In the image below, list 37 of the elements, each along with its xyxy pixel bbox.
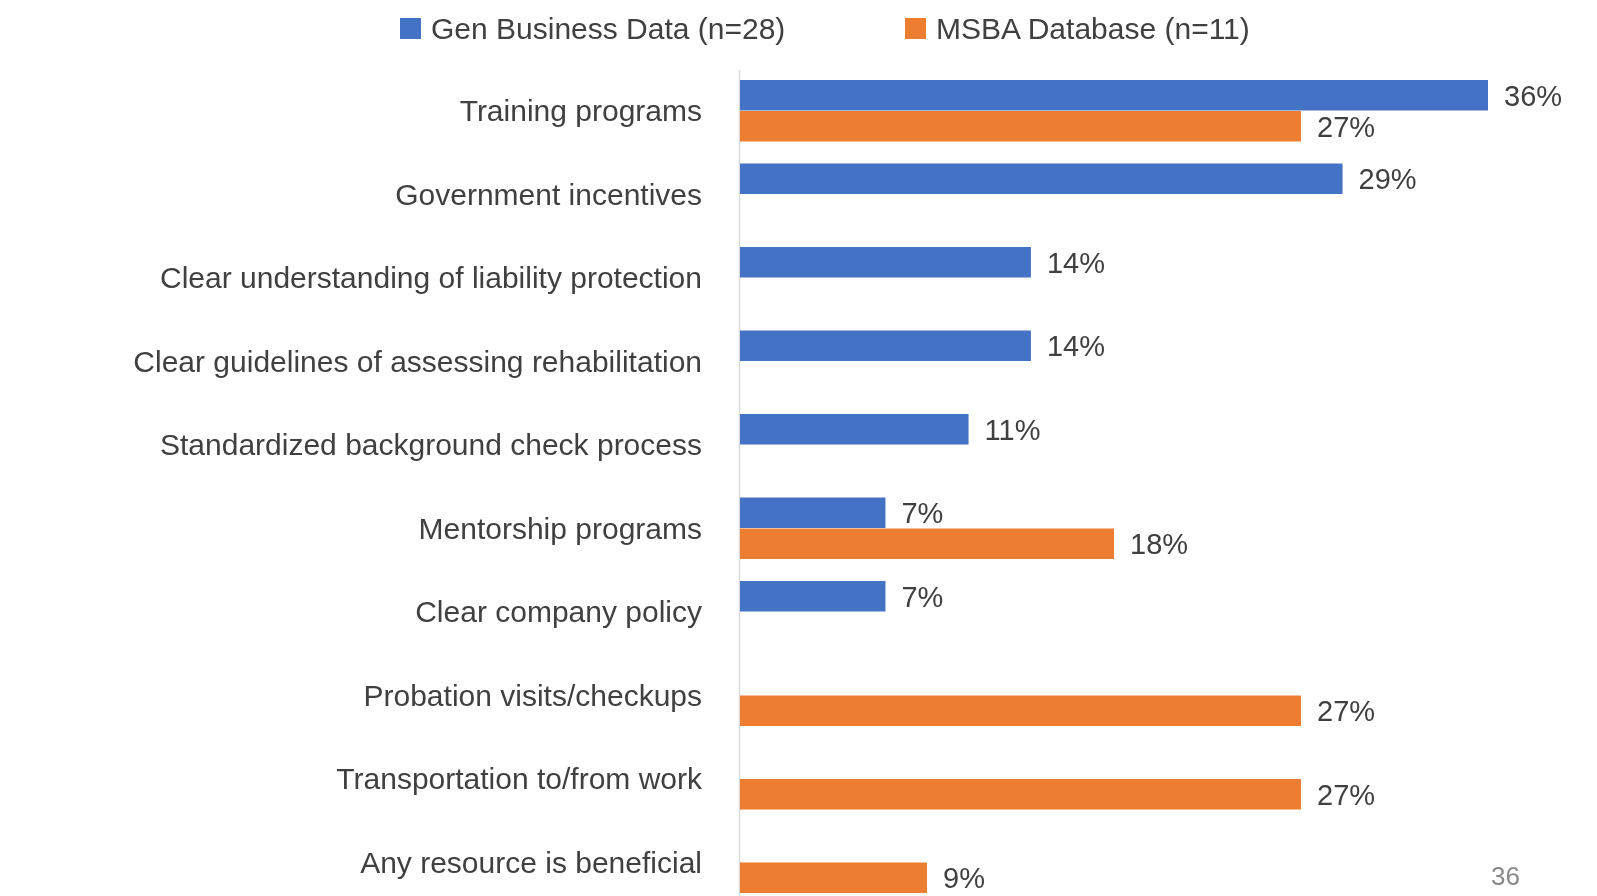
bar bbox=[740, 414, 969, 445]
y-tick-label: Standardized background check process bbox=[160, 428, 702, 461]
bar bbox=[740, 111, 1301, 142]
y-tick-label: Clear understanding of liability protection bbox=[160, 261, 702, 294]
legend-label: Gen Business Data (n=28) bbox=[431, 12, 786, 45]
data-label: 14% bbox=[1046, 330, 1105, 362]
bar bbox=[740, 247, 1031, 278]
bar bbox=[740, 163, 1343, 194]
bar bbox=[740, 779, 1301, 810]
bar bbox=[740, 695, 1301, 726]
data-label: 11% bbox=[984, 413, 1041, 446]
data-label: 36% bbox=[1504, 79, 1563, 112]
data-label: 27% bbox=[1317, 695, 1376, 727]
bar bbox=[740, 330, 1031, 361]
y-tick-label: Clear guidelines of assessing rehabilitation bbox=[133, 344, 702, 378]
bar bbox=[740, 80, 1488, 111]
y-tick-label: Government incentives bbox=[395, 177, 702, 211]
bar bbox=[740, 581, 886, 612]
legend-label: MSBA Database (n=11) bbox=[936, 12, 1250, 45]
text: 36 bbox=[1491, 861, 1520, 891]
data-label: 27% bbox=[1317, 110, 1376, 143]
y-tick-label: Transportation to/from work bbox=[336, 762, 703, 795]
bar bbox=[740, 528, 1114, 559]
y-tick-label: Mentorship programs bbox=[418, 511, 702, 545]
data-label: 9% bbox=[943, 862, 985, 894]
data-label: 7% bbox=[901, 580, 944, 613]
bar bbox=[740, 862, 927, 893]
y-tick-label: Clear company policy bbox=[415, 595, 702, 628]
bar bbox=[740, 497, 886, 528]
y-tick-label: Any resource is beneficial bbox=[360, 845, 702, 879]
data-label: 27% bbox=[1317, 778, 1376, 811]
data-label: 14% bbox=[1046, 246, 1105, 279]
data-label: 18% bbox=[1130, 528, 1189, 560]
y-tick-label: Training programs bbox=[459, 94, 702, 127]
data-label: 7% bbox=[901, 497, 944, 529]
y-tick-label: Probation visits/checkups bbox=[363, 678, 702, 712]
data-label: 29% bbox=[1358, 163, 1417, 195]
